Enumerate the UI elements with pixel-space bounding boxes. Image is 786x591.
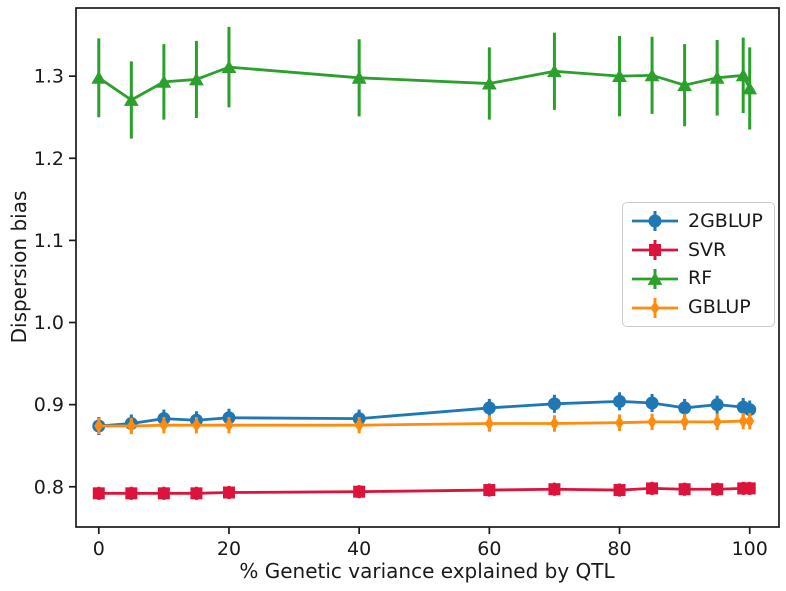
thin-diamond-marker [484, 416, 494, 431]
y-tick-label: 0.8 [34, 476, 64, 498]
y-tick-label: 1.2 [34, 148, 64, 170]
circle-marker [482, 401, 496, 415]
thin-diamond-marker [650, 300, 660, 315]
triangle-marker [709, 70, 725, 84]
thin-diamond-marker [94, 418, 104, 433]
legend-label-svr: SVR [688, 238, 727, 261]
triangle-marker [91, 70, 107, 84]
y-tick-label: 1.1 [34, 230, 64, 252]
legend-square-icon [632, 240, 678, 261]
triangle-marker [547, 64, 562, 78]
square-marker [483, 484, 496, 497]
square-marker [125, 487, 138, 500]
x-tick-label: 60 [477, 538, 501, 560]
legend-circle-icon [632, 211, 678, 232]
thin-diamond-marker [680, 414, 690, 429]
triangle-marker [612, 69, 627, 83]
legend-thin-diamond-icon [632, 297, 678, 318]
axes-frame [75, 7, 780, 528]
thin-diamond-marker [159, 418, 169, 433]
series-svr [92, 481, 756, 500]
thin-diamond-marker [191, 418, 202, 433]
circle-marker [710, 398, 724, 412]
square-marker [190, 487, 203, 500]
circle-marker [613, 394, 627, 408]
x-tick-label: 100 [732, 538, 768, 560]
legend-entry-gblup: GBLUP [631, 294, 768, 321]
square-marker [353, 485, 366, 498]
square-marker [678, 483, 691, 496]
square-marker [92, 487, 105, 500]
circle-marker [645, 396, 659, 410]
x-tick-label: 80 [607, 538, 631, 560]
x-tick-label: 20 [217, 538, 241, 560]
triangle-marker [189, 72, 204, 86]
thin-diamond-marker [745, 414, 755, 429]
triangle-marker [647, 271, 663, 285]
legend-entry-svr: SVR [631, 237, 768, 264]
circle-marker [678, 401, 692, 415]
triangle-marker [677, 78, 693, 92]
square-marker [157, 487, 170, 500]
series-rf [91, 26, 758, 139]
square-marker [548, 483, 561, 496]
triangle-marker [221, 60, 237, 74]
square-marker [649, 244, 661, 257]
circle-marker [743, 403, 757, 417]
thin-diamond-marker [354, 418, 364, 433]
series-line [97, 65, 751, 102]
square-marker [743, 482, 756, 495]
triangle-marker [481, 76, 497, 90]
triangle-marker [735, 68, 751, 82]
series-line [98, 419, 750, 428]
thin-diamond-marker [549, 416, 560, 431]
x-tick-label: 40 [347, 538, 371, 560]
legend-triangle-icon [632, 268, 678, 289]
thin-diamond-marker [224, 418, 234, 433]
thin-diamond-marker [738, 414, 748, 429]
triangle-marker [351, 70, 367, 84]
triangle-marker [742, 81, 758, 95]
series-gblup [94, 412, 755, 435]
y-tick-label: 0.9 [34, 394, 64, 416]
legend-label-rf: RF [688, 267, 713, 290]
x-tick-label: 0 [93, 538, 105, 560]
legend: 2GBLUP SVR RF GBLUP [622, 202, 775, 327]
triangle-marker [123, 93, 139, 106]
thin-diamond-marker [614, 415, 625, 430]
y-axis-title: Dispersion bias [7, 190, 31, 344]
square-marker [613, 484, 626, 497]
y-tick-label: 1.0 [34, 312, 64, 334]
x-axis-title: % Genetic variance explained by QTL [239, 559, 615, 583]
series-2gblup [92, 392, 757, 436]
thin-diamond-marker [126, 418, 136, 433]
legend-label-gblup: GBLUP [688, 296, 751, 319]
y-tick-label: 1.3 [34, 66, 64, 88]
square-marker [222, 486, 235, 499]
circle-marker [547, 397, 561, 411]
triangle-marker [644, 68, 660, 82]
square-marker [711, 483, 724, 496]
triangle-marker [156, 75, 172, 88]
thin-diamond-marker [712, 414, 722, 429]
legend-entry-rf: RF [631, 265, 768, 292]
circle-marker [648, 214, 662, 228]
thin-diamond-marker [647, 414, 657, 429]
legend-label-2gblup: 2GBLUP [688, 209, 763, 232]
legend-entry-2gblup: 2GBLUP [631, 208, 768, 235]
square-marker [646, 482, 659, 495]
